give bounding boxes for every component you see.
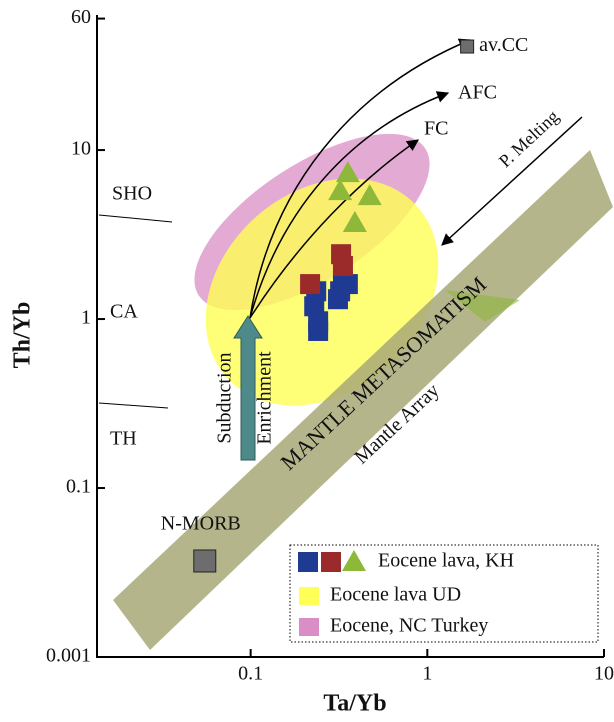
data-point: [335, 161, 360, 183]
data-point: [328, 179, 353, 201]
reference-point: [193, 549, 217, 573]
y-tick-label: 10: [71, 138, 91, 160]
data-point: [332, 256, 353, 277]
legend-label: Eocene lava UD: [330, 584, 461, 606]
annotation: TH: [110, 428, 137, 450]
legend-label: Eocene lava, KH: [378, 550, 514, 572]
x-tick-label: 10: [594, 663, 614, 685]
annotation: CA: [110, 301, 138, 323]
legend-marker: [342, 550, 366, 571]
data-point: [308, 320, 329, 341]
legend-marker: [299, 618, 319, 636]
annotation: SHO: [112, 183, 152, 205]
reference-label: N-MORB: [161, 513, 241, 535]
data-point: [300, 274, 321, 295]
arrow: [441, 116, 583, 246]
arrow: [249, 139, 419, 319]
divider: [98, 214, 173, 223]
annotation: Subduction: [214, 352, 236, 443]
reference-label: av.CC: [479, 34, 528, 56]
metasomatism-arrow: [445, 290, 520, 322]
annotation: Enrichment: [254, 351, 276, 445]
legend: [289, 544, 599, 643]
annotation: P. Melting: [495, 106, 563, 171]
data-point: [327, 289, 348, 310]
legend-marker: [321, 552, 341, 572]
x-tick-label: 1: [422, 663, 432, 685]
data-point: [357, 184, 382, 206]
y-tick-label: 1: [81, 307, 91, 329]
y-tick-label: 0.001: [46, 645, 91, 667]
enrichment-arrow: [233, 315, 263, 461]
legend-label: Eocene, NC Turkey: [330, 615, 488, 637]
legend-marker: [299, 587, 319, 605]
reference-point: [460, 39, 475, 54]
mantle-array-band: [113, 150, 613, 650]
y-tick-label: 0.1: [66, 476, 91, 498]
data-point: [304, 296, 325, 317]
y-axis-title: Th/Yb: [10, 302, 36, 369]
legend-marker: [298, 552, 318, 572]
y-tick-label: 60: [71, 6, 91, 28]
data-point: [342, 211, 367, 233]
divider: [98, 402, 169, 409]
x-axis-title: Ta/Yb: [323, 691, 386, 717]
arrow: [249, 38, 472, 319]
annotation: FC: [424, 118, 448, 140]
arrow: [249, 91, 450, 319]
x-tick-label: 0.1: [238, 663, 263, 685]
annotation: AFC: [458, 82, 497, 104]
